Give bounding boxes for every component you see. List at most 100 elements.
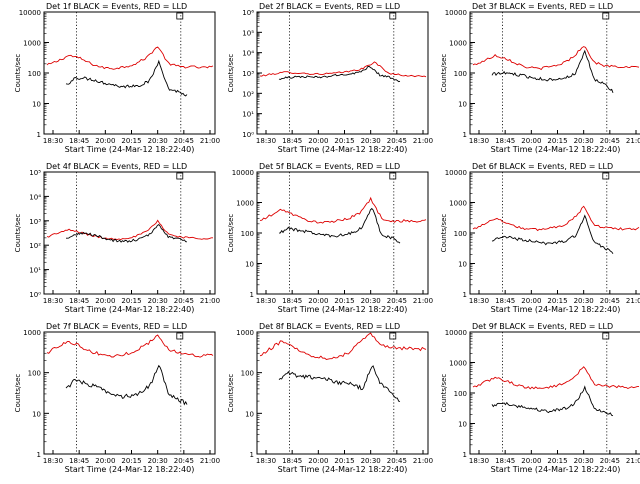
det-1-ytick-label: 10000 xyxy=(19,9,41,17)
det-2-ytick-label: 10¹ xyxy=(242,111,254,119)
det-8-ytick-label: 1 xyxy=(250,451,254,459)
det-1-title: Det 1f BLACK = Events, RED = LLD xyxy=(46,2,187,11)
det-6-frame xyxy=(469,171,640,295)
det-4-xtick-label: 20:30 xyxy=(148,297,168,305)
det-1-xtick-label: 20:45 xyxy=(174,137,194,145)
det-5-xlabel: Start Time (24-Mar-12 18:22:40) xyxy=(278,305,408,314)
det-3-frame xyxy=(469,11,640,135)
det-9-ytick-label: 1000 xyxy=(449,360,467,368)
det-6-ytick-label: 1000 xyxy=(449,200,467,208)
det-6-xtick-label: 21:00 xyxy=(626,297,640,305)
det-9-xtick-label: 18:30 xyxy=(469,457,489,465)
det-2-xtick-label: 18:45 xyxy=(282,137,302,145)
det-4-xtick-label: 18:45 xyxy=(69,297,89,305)
det-6-xtick-label: 20:00 xyxy=(521,297,541,305)
det-7-ytick-label: 10 xyxy=(32,410,41,418)
det-2-xtick-label: 20:45 xyxy=(387,137,407,145)
det-7-xtick-label: 20:15 xyxy=(121,457,141,465)
det-4-xtick-label: 20:00 xyxy=(95,297,115,305)
det-1-ytick-label: 100 xyxy=(28,70,41,78)
det-9-xlabel: Start Time (24-Mar-12 18:22:40) xyxy=(491,465,621,474)
det-7-lld-line xyxy=(46,334,214,358)
det-1-xtick-label: 21:00 xyxy=(200,137,220,145)
det-9-xtick-label: 21:00 xyxy=(626,457,640,465)
det-9-xtick-label: 18:45 xyxy=(495,457,515,465)
det-7-square-marker xyxy=(176,332,184,340)
det-3-ytick-label: 10 xyxy=(458,101,467,109)
det-1-frame xyxy=(43,11,216,135)
det-5-xtick-label: 18:45 xyxy=(282,297,302,305)
det-5-xtick-label: 21:00 xyxy=(413,297,433,305)
det-1-square-marker xyxy=(176,12,184,20)
det-9-ytick-label: 10 xyxy=(458,421,467,429)
det-8-xtick-label: 20:45 xyxy=(387,457,407,465)
det-7-frame xyxy=(43,331,216,455)
det-3-xtick-label: 20:45 xyxy=(600,137,620,145)
det-4-xtick-label: 21:00 xyxy=(200,297,220,305)
det-8-ylabel: Counts/sec xyxy=(227,374,235,413)
det-9-events-line xyxy=(491,385,614,417)
det-7-ytick-label: 1 xyxy=(37,451,41,459)
det-7-xtick-label: 20:30 xyxy=(148,457,168,465)
det-8-ytick-label: 100 xyxy=(241,370,254,378)
det-7-ytick-label: 100 xyxy=(28,370,41,378)
det-9-xtick-label: 20:30 xyxy=(574,457,594,465)
det-7-xtick-label: 20:45 xyxy=(174,457,194,465)
det-5-ylabel: Counts/sec xyxy=(227,214,235,253)
det-4-ytick-label: 10⁵ xyxy=(29,169,41,177)
det-6-events-line xyxy=(491,214,614,254)
det-2-xtick-label: 20:00 xyxy=(308,137,328,145)
det-9-ytick-label: 100 xyxy=(454,390,467,398)
det-1-ylabel: Counts/sec xyxy=(14,54,22,93)
det-6-xlabel: Start Time (24-Mar-12 18:22:40) xyxy=(491,305,621,314)
det-1-xtick-label: 20:15 xyxy=(121,137,141,145)
det-1-xtick-label: 18:30 xyxy=(43,137,63,145)
det-4-xtick-label: 20:45 xyxy=(174,297,194,305)
det-2-ytick-label: 10² xyxy=(242,90,254,98)
det-2-ytick-label: 10⁶ xyxy=(242,9,254,17)
det-3-xtick-label: 20:00 xyxy=(521,137,541,145)
det-3-events-line xyxy=(491,49,614,93)
det-5-ytick-label: 10 xyxy=(245,261,254,269)
det-9-xtick-label: 20:15 xyxy=(547,457,567,465)
det-1-xtick-label: 20:30 xyxy=(148,137,168,145)
det-4-ytick-label: 10¹ xyxy=(29,267,41,275)
det-5-xtick-label: 18:30 xyxy=(256,297,276,305)
det-4-xtick-label: 20:15 xyxy=(121,297,141,305)
det-7-ylabel: Counts/sec xyxy=(14,374,22,413)
det-3-xtick-label: 18:30 xyxy=(469,137,489,145)
det-4-lld-line xyxy=(46,219,213,240)
det-2-ylabel: Counts/sec xyxy=(227,54,235,93)
det-2-xtick-label: 18:30 xyxy=(256,137,276,145)
det-5-lld-line xyxy=(259,196,427,224)
det-2-ytick-label: 10⁰ xyxy=(242,131,254,139)
det-8-xtick-label: 20:00 xyxy=(308,457,328,465)
det-4-xtick-label: 18:30 xyxy=(43,297,63,305)
det-9-ylabel: Counts/sec xyxy=(440,374,448,413)
det-8-xtick-label: 18:45 xyxy=(282,457,302,465)
det-6-ytick-label: 1 xyxy=(463,291,467,299)
det-9-frame xyxy=(469,331,640,455)
det-2-xtick-label: 21:00 xyxy=(413,137,433,145)
det-1-xtick-label: 18:45 xyxy=(69,137,89,145)
det-3-ytick-label: 100 xyxy=(454,70,467,78)
det-6-ytick-label: 10 xyxy=(458,261,467,269)
det-5-ytick-label: 1000 xyxy=(236,200,254,208)
det-6-lld-line xyxy=(472,205,640,232)
det-5-ytick-label: 100 xyxy=(241,230,254,238)
det-8-events-line xyxy=(278,365,401,402)
det-5-ytick-label: 1 xyxy=(250,291,254,299)
det-5-xtick-label: 20:15 xyxy=(334,297,354,305)
det-9-lld-line xyxy=(472,366,640,390)
det-5-frame xyxy=(256,171,429,295)
det-3-xtick-label: 20:30 xyxy=(574,137,594,145)
det-7-xlabel: Start Time (24-Mar-12 18:22:40) xyxy=(65,465,195,474)
det-6-ytick-label: 10000 xyxy=(445,169,467,177)
det-7-events-line xyxy=(65,364,188,406)
det-7-xtick-label: 18:30 xyxy=(43,457,63,465)
det-6-title: Det 6f BLACK = Events, RED = LLD xyxy=(472,162,613,171)
det-6-xtick-label: 20:30 xyxy=(574,297,594,305)
det-6-ylabel: Counts/sec xyxy=(440,214,448,253)
det-2-lld-line xyxy=(259,61,427,78)
det-5-events-line xyxy=(278,207,401,244)
